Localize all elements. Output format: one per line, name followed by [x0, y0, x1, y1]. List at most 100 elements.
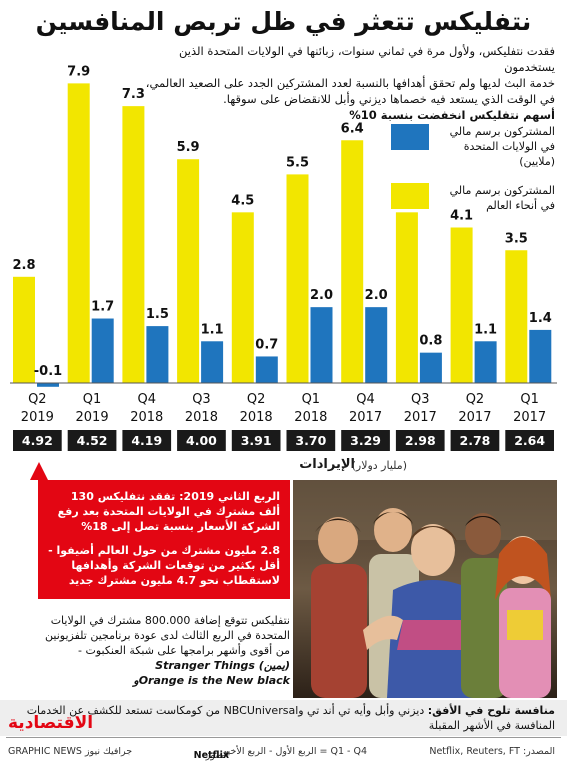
callout-pointer — [30, 462, 48, 480]
quarter-tick-label: Q3 — [411, 392, 430, 407]
us-bar — [255, 356, 278, 383]
cast-member-center-right — [461, 513, 507, 698]
us-bar — [474, 341, 497, 383]
us-value-label: -0.1 — [34, 364, 62, 379]
year-tick-label: 2017 — [404, 410, 437, 425]
us-bar — [146, 326, 169, 383]
us-bar — [529, 329, 552, 383]
us-value-label: 2.0 — [310, 288, 333, 303]
year-tick-label: 2018 — [240, 410, 273, 425]
quarter-tick-label: Q3 — [192, 392, 211, 407]
revenue-box — [286, 430, 336, 451]
world-value-label: 6.4 — [341, 121, 364, 136]
us-bar — [365, 307, 388, 383]
revenue-label: الإيرادات — [299, 457, 355, 472]
world-bar — [286, 174, 309, 383]
cast-member-left — [311, 517, 367, 698]
note-text: نتفليكس تتوقع إضافة 800.000 مشترك في الو… — [45, 614, 290, 657]
q2-2019-callout: الربع الثاني 2019: تفقد نتفليكس 130 ألف … — [38, 480, 290, 599]
world-bar — [395, 212, 418, 383]
us-value-label: 1.5 — [146, 307, 169, 322]
world-bar — [67, 83, 90, 383]
year-tick-label: 2019 — [21, 410, 54, 425]
year-tick-label: 2017 — [349, 410, 382, 425]
world-bar — [450, 227, 473, 383]
intro-text: فقدت نتفليكس، ولأول مرة في ثماني سنوات، … — [125, 43, 555, 123]
us-value-label: 1.1 — [201, 322, 224, 337]
revenue-box — [395, 430, 445, 451]
world-bar — [122, 106, 145, 383]
quarter-tick-label: Q1 — [302, 392, 321, 407]
world-value-label: 4.1 — [450, 209, 473, 224]
revenue-value: 4.92 — [22, 433, 53, 448]
competition-lead: منافسة تلوح في الأفق: — [427, 704, 555, 717]
world-bar — [231, 212, 254, 383]
world-bar — [505, 250, 528, 383]
page-title: نتفليكس تتعثر في ظل تربص المنافسين — [35, 7, 532, 36]
intro-line: فقدت نتفليكس، ولأول مرة في ثماني سنوات، … — [179, 44, 555, 74]
revenue-box — [177, 430, 226, 451]
competition-band: منافسة تلوح في الأفق: ديزني وأبل وأيه تي… — [0, 700, 567, 736]
world-value-label: 3.5 — [505, 231, 528, 246]
world-bar — [13, 276, 35, 383]
quarter-tick-label: Q2 — [466, 392, 485, 407]
revenue-value: 2.78 — [460, 433, 491, 448]
us-value-label: 0.8 — [419, 334, 442, 349]
world-value-label: 2.8 — [12, 258, 35, 273]
year-tick-label: 2018 — [185, 410, 218, 425]
quarter-tick-label: Q2 — [28, 392, 47, 407]
us-bar — [419, 352, 442, 383]
revenue-value: 4.00 — [186, 433, 217, 448]
legend-item-world: المشتركون برسم مالي في أنحاء العالم — [391, 183, 555, 213]
intro-line: في الوقت الذي يستعد فيه خصماها ديزني وأب… — [223, 92, 555, 106]
revenue-value: 4.19 — [131, 433, 162, 448]
world-value-label: 7.3 — [122, 87, 145, 102]
world-bar — [341, 140, 364, 383]
publisher-logo: الاقتصادية — [8, 713, 94, 733]
us-value-label: 1.1 — [474, 322, 497, 337]
quarter-tick-label: Q1 — [83, 392, 102, 407]
show-orange-is-the-new-black: وOrange is the New black — [133, 674, 290, 687]
world-value-label: 5.5 — [286, 155, 309, 170]
footer-credit: GRAPHIC NEWS جرافيك نيوز — [8, 746, 133, 757]
year-tick-label: 2017 — [513, 410, 546, 425]
revenue-box — [505, 430, 554, 451]
revenue-box — [13, 430, 62, 451]
footer-divider — [6, 737, 561, 738]
cast-member-right — [495, 536, 551, 698]
year-tick-label: 2018 — [294, 410, 327, 425]
revenue-value: 4.52 — [77, 433, 108, 448]
revenue-value: 3.91 — [241, 433, 272, 448]
world-bar — [177, 159, 200, 383]
revenue-box — [122, 430, 172, 451]
us-value-label: 1.4 — [529, 311, 552, 326]
us-bar — [37, 383, 59, 387]
footer-photo-source-label: الصور: — [202, 750, 229, 761]
subscribers-bar-chart: 2.8 -0.1 Q2 2019 4.92 7.9 1.7 Q1 2019 4.52 7.3 1.5 Q… — [10, 64, 557, 451]
revenue-box — [231, 430, 281, 451]
footer-sources: المصدر: Netflix, Reuters, FT — [429, 746, 555, 757]
callout-paragraph-1: الربع الثاني 2019: تفقد نتفليكس 130 ألف … — [57, 490, 280, 533]
revenue-value: 3.29 — [350, 433, 381, 448]
legend-item-us: المشتركون برسم مالي في الولايات المتحدة … — [391, 124, 555, 169]
cast-member-center — [363, 524, 479, 698]
world-value-label: 5.9 — [177, 140, 200, 155]
footer-quarter-note: Q1 - Q4 = الربع الأول - الربع الأخير — [222, 746, 367, 757]
revenue-box — [341, 430, 390, 451]
us-bar — [310, 307, 333, 383]
quarter-tick-label: Q1 — [520, 392, 539, 407]
show-stranger-things: Stranger Things (يمين) — [155, 659, 290, 672]
us-value-label: 2.0 — [365, 288, 388, 303]
legend-label-us: المشتركون برسم مالي في الولايات المتحدة … — [449, 125, 555, 168]
us-bar — [201, 341, 224, 383]
year-tick-label: 2019 — [76, 410, 109, 425]
chart-legend: المشتركون برسم مالي في الولايات المتحدة … — [391, 124, 555, 227]
intro-line: خدمة البث لديها ولم تحقق أهدافها بالنسبة… — [145, 76, 555, 90]
footer-photo-source-value: Netflix — [193, 750, 229, 761]
revenue-unit: (مليار دولار) — [351, 459, 407, 472]
quarter-tick-label: Q2 — [247, 392, 266, 407]
footer: المصدر: Netflix, Reuters, FT Q1 - Q4 = ا… — [0, 742, 567, 762]
revenue-box — [67, 430, 117, 451]
competition-text: ديزني وأبل وأيه تي أند تي وNBCUniversal … — [26, 704, 555, 732]
year-tick-label: 2017 — [458, 410, 491, 425]
